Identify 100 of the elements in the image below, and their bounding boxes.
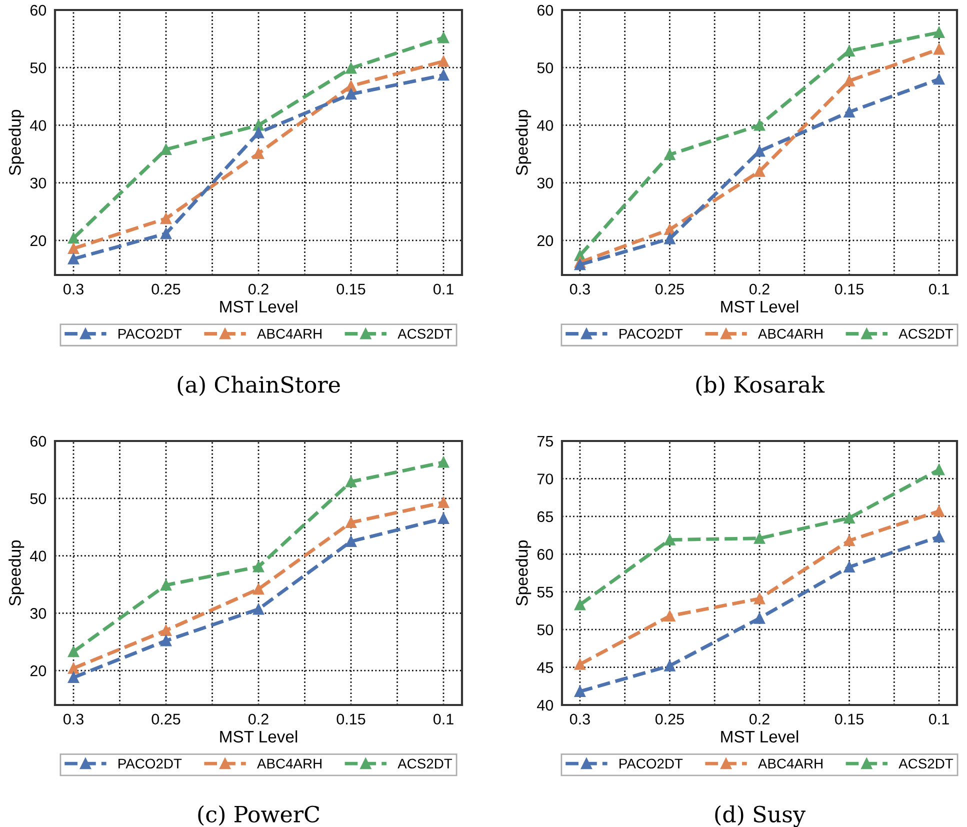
point bbox=[438, 32, 450, 44]
point bbox=[844, 106, 855, 118]
y-tick-label: 50 bbox=[537, 62, 554, 74]
point bbox=[664, 660, 676, 672]
legend-label: ABC4ARH bbox=[758, 758, 822, 769]
y-tick-label: 70 bbox=[537, 474, 554, 484]
point bbox=[574, 599, 586, 610]
point bbox=[933, 464, 945, 476]
y-tick-label: 45 bbox=[537, 662, 554, 673]
point bbox=[345, 476, 357, 488]
point bbox=[664, 149, 676, 160]
point bbox=[252, 148, 264, 159]
point bbox=[160, 579, 172, 591]
point bbox=[844, 512, 855, 524]
point bbox=[754, 166, 766, 177]
point bbox=[252, 561, 264, 572]
point bbox=[160, 624, 172, 636]
point bbox=[933, 74, 945, 85]
point bbox=[754, 612, 766, 624]
legend-label: ACS2DT bbox=[898, 758, 954, 769]
text: (d) Susy bbox=[715, 805, 806, 827]
legend-label: ACS2DT bbox=[398, 758, 452, 769]
x-tick-label: 0.15 bbox=[835, 714, 864, 725]
point bbox=[933, 44, 945, 55]
point bbox=[68, 672, 80, 684]
x-axis-title: MST Level bbox=[721, 730, 798, 743]
y-tick-label: 75 bbox=[537, 436, 554, 447]
point bbox=[933, 506, 945, 517]
y-tick-label: 65 bbox=[537, 511, 554, 522]
y-tick-label: 30 bbox=[537, 178, 554, 189]
legend-label: PACO2DT bbox=[620, 328, 683, 339]
point bbox=[574, 259, 586, 270]
legend-label: PACO2DT bbox=[118, 758, 182, 769]
y-axis-title: Speedup bbox=[516, 110, 532, 176]
y-tick-label: 50 bbox=[30, 62, 46, 74]
point bbox=[754, 593, 766, 604]
point bbox=[438, 70, 450, 81]
point bbox=[664, 233, 676, 244]
x-tick-label: 0.3 bbox=[570, 714, 590, 725]
point bbox=[933, 26, 945, 38]
point bbox=[754, 532, 766, 544]
x-tick-label: 0.3 bbox=[63, 714, 84, 725]
point bbox=[68, 242, 80, 254]
y-tick-label: 50 bbox=[30, 493, 46, 504]
point bbox=[844, 535, 855, 546]
y-tick-label: 60 bbox=[537, 4, 554, 16]
y-axis-title: Speedup bbox=[8, 540, 24, 606]
point bbox=[68, 662, 80, 674]
point bbox=[664, 534, 676, 546]
y-tick-label: 30 bbox=[30, 608, 46, 619]
x-tick-label: 0.3 bbox=[570, 284, 590, 295]
point bbox=[252, 584, 264, 595]
x-axis-title: MST Level bbox=[220, 300, 298, 313]
point bbox=[160, 144, 172, 155]
text: (c) PowerC bbox=[198, 805, 320, 826]
y-axis-title: Speedup bbox=[516, 540, 532, 606]
x-tick-label: 0.15 bbox=[336, 284, 366, 295]
x-tick-label: 0.25 bbox=[655, 714, 684, 725]
point bbox=[160, 635, 172, 646]
text: (a) ChainStore bbox=[178, 376, 340, 396]
point bbox=[574, 686, 586, 697]
x-tick-label: 0.3 bbox=[63, 284, 84, 295]
point bbox=[438, 456, 450, 468]
point bbox=[844, 561, 855, 573]
x-tick-label: 0.1 bbox=[929, 284, 949, 295]
point bbox=[68, 646, 80, 658]
y-tick-label: 60 bbox=[30, 4, 46, 16]
legend-label: ABC4ARH bbox=[257, 758, 322, 769]
point bbox=[252, 604, 264, 615]
point bbox=[754, 146, 766, 157]
x-tick-label: 0.1 bbox=[433, 714, 454, 725]
y-tick-label: 60 bbox=[30, 436, 46, 447]
x-tick-label: 0.1 bbox=[929, 714, 949, 725]
x-tick-label: 0.25 bbox=[152, 284, 180, 295]
y-tick-label: 50 bbox=[537, 624, 554, 636]
point bbox=[345, 88, 357, 100]
point bbox=[345, 62, 357, 74]
legend-label: ABC4ARH bbox=[758, 328, 822, 339]
x-tick-label: 0.2 bbox=[749, 714, 770, 725]
point bbox=[68, 253, 80, 264]
legend-label: ABC4ARH bbox=[257, 328, 322, 339]
y-tick-label: 20 bbox=[30, 665, 46, 676]
point bbox=[345, 516, 357, 528]
y-tick-label: 40 bbox=[537, 700, 554, 711]
point bbox=[438, 56, 450, 67]
x-tick-label: 0.25 bbox=[152, 714, 180, 725]
point bbox=[754, 120, 766, 131]
x-tick-label: 0.25 bbox=[655, 284, 684, 295]
x-tick-label: 0.1 bbox=[433, 284, 454, 295]
x-tick-label: 0.2 bbox=[248, 284, 268, 295]
x-tick-label: 0.2 bbox=[248, 714, 268, 725]
point bbox=[438, 496, 450, 508]
point bbox=[345, 536, 357, 547]
point bbox=[438, 512, 450, 524]
point bbox=[844, 75, 855, 86]
y-tick-label: 40 bbox=[30, 120, 46, 131]
point bbox=[844, 45, 855, 56]
point bbox=[160, 212, 172, 224]
y-tick-label: 40 bbox=[537, 120, 554, 131]
x-tick-label: 0.15 bbox=[336, 714, 366, 725]
